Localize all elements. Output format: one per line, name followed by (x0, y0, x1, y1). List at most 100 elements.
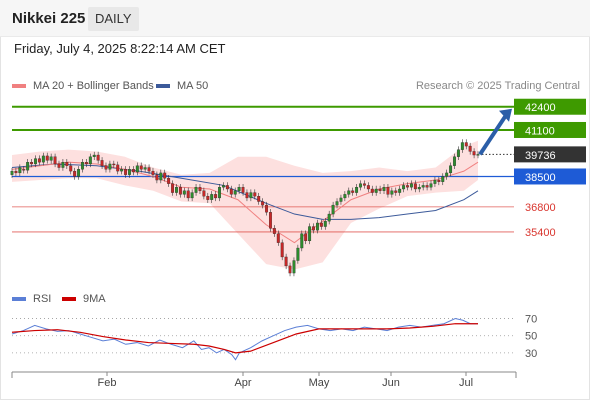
candle-body (171, 183, 175, 193)
candle-body (151, 170, 155, 175)
x-tick-label-Apr: Apr (234, 377, 251, 389)
resistance-label-box-41100 (514, 121, 586, 138)
candle-body (14, 170, 18, 174)
candle-body (476, 154, 480, 156)
rsi-tick-30: 30 (525, 348, 537, 360)
candle-body (300, 233, 304, 249)
candle-body (257, 196, 261, 202)
candle-body (45, 155, 49, 161)
candle-body (178, 187, 182, 195)
candle-body (22, 169, 26, 171)
rsi-ma-line (11, 323, 478, 354)
ma20-line (11, 161, 479, 244)
legend-ma50: MA 50 (156, 80, 208, 92)
candle-body (222, 185, 225, 188)
candle-body (366, 185, 370, 190)
candle-body (323, 221, 327, 227)
candle-body (10, 170, 14, 175)
candle-body (198, 187, 202, 191)
resistance-label-42400: 42400 (525, 102, 556, 114)
candle-body (402, 185, 406, 190)
ma20-swatch (12, 84, 26, 88)
candle-body (425, 185, 429, 188)
candle-body (265, 204, 268, 213)
candle-body (327, 213, 331, 222)
candle-body (437, 179, 441, 182)
candle-body (92, 154, 96, 157)
candle-body (96, 154, 100, 161)
candle-body (359, 183, 362, 188)
candle-body (413, 183, 417, 190)
candle-body (73, 170, 77, 177)
candle-body (269, 212, 272, 229)
resistance-label-41100: 41100 (525, 125, 555, 137)
last-price-label-box (514, 146, 586, 163)
candle-body (53, 156, 57, 165)
candle-body (206, 196, 210, 200)
ma50-legend-label: MA 50 (177, 80, 209, 92)
ma20-legend-label: MA 20 + Bollinger Bands (33, 80, 154, 92)
candle-body (433, 179, 437, 184)
timestamp: Friday, July 4, 2025 8:22:14 AM CET (14, 41, 226, 56)
candle-body (315, 222, 319, 231)
candle-body (249, 192, 253, 199)
candle-body (355, 187, 359, 193)
candle-body (49, 156, 53, 161)
candle-body (382, 187, 386, 191)
candle-body (131, 169, 135, 173)
candle-body (351, 190, 355, 193)
candle-body (18, 167, 22, 174)
candle-body (112, 163, 116, 166)
rsi-line (11, 318, 478, 361)
candle-body (30, 162, 34, 165)
candle-body (417, 187, 421, 190)
rsi-ma-swatch (62, 297, 76, 301)
candle-body (370, 188, 374, 193)
candle-body (194, 187, 198, 193)
candle-body (65, 162, 69, 166)
candle-body (374, 188, 378, 193)
candle-body (26, 162, 30, 171)
rsi-tick-50: 50 (525, 331, 537, 343)
instrument-title: Nikkei 225 (12, 10, 86, 27)
candle-body (155, 174, 159, 181)
candle-body (116, 164, 120, 172)
candle-body (335, 201, 339, 206)
candle-body (135, 165, 139, 173)
copyright: Research © 2025 Trading Central (415, 80, 580, 92)
candle-body (128, 169, 131, 175)
candle-body (441, 176, 445, 182)
candle-body (241, 187, 245, 193)
candle-body (394, 190, 398, 193)
candle-body (104, 165, 108, 170)
candle-body (175, 187, 178, 193)
candle-body (308, 226, 312, 242)
candle-body (272, 228, 276, 234)
projection-arrow-shaft (478, 112, 509, 156)
candle-body (147, 167, 151, 172)
candle-body (409, 183, 413, 188)
candle-body (378, 188, 382, 191)
candle-body (37, 158, 41, 163)
candle-body (163, 172, 167, 179)
rsi-ma-legend-label: 9MA (83, 293, 106, 305)
candle-body (84, 162, 88, 165)
candle-body (460, 142, 464, 150)
candle-body (362, 183, 366, 186)
support-label-35400: 35400 (525, 227, 556, 239)
chart-header: Nikkei 225 DAILY (0, 0, 590, 37)
period-badge[interactable]: DAILY (88, 7, 139, 31)
candle-body (386, 187, 390, 195)
candle-body (77, 169, 81, 177)
candle-body (120, 169, 124, 172)
candle-body (57, 163, 61, 168)
candle-body (190, 192, 194, 199)
candle-body (210, 194, 214, 200)
candle-body (69, 165, 73, 172)
candle-body (331, 204, 335, 215)
candle-body (319, 222, 323, 227)
pivot-label-box-38500 (514, 168, 586, 185)
pivot-label-38500: 38500 (525, 172, 556, 184)
rsi-swatch (12, 297, 26, 301)
projection-arrow-head (499, 108, 512, 122)
